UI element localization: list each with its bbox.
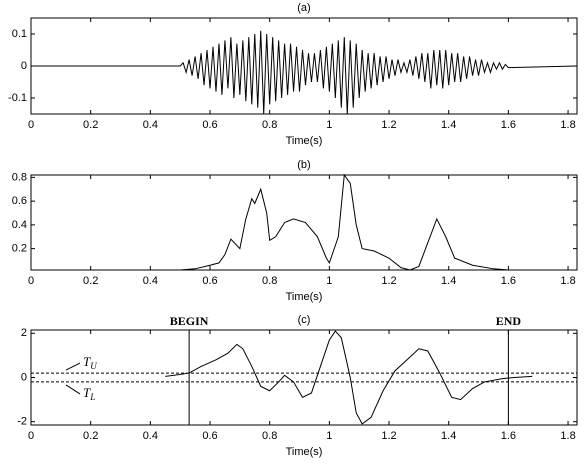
x-tick-label: 0.8: [262, 119, 277, 131]
x-tick-label: 1.4: [441, 119, 456, 131]
x-axis-label: Time(s): [286, 446, 323, 458]
threshold-arrow: [65, 384, 81, 395]
panel-title: (c): [298, 314, 311, 326]
x-tick-label: 1: [326, 430, 332, 442]
x-tick-label: 0.4: [143, 275, 158, 287]
threshold-subscript: U: [90, 361, 97, 371]
threshold-symbol: T: [83, 354, 91, 369]
data-line: [165, 330, 533, 425]
data-line: [31, 173, 569, 271]
y-tick-label: 0.8: [12, 171, 27, 183]
x-tick-label: 1.4: [441, 430, 456, 442]
x-tick-label: 0.2: [83, 119, 98, 131]
x-tick-label: 1.8: [560, 430, 575, 442]
panel-title: (b): [297, 159, 310, 171]
y-tick-label: 0.4: [12, 219, 27, 231]
x-tick-label: 0.8: [262, 275, 277, 287]
marker-label: BEGIN: [170, 314, 209, 328]
x-tick-label: 1.2: [381, 275, 396, 287]
y-tick-label: 0.2: [12, 243, 27, 255]
y-tick-label: 0: [21, 60, 27, 72]
x-tick-label: 0.6: [202, 275, 217, 287]
y-tick-label: -0.1: [8, 92, 27, 104]
y-tick-label: 0: [21, 371, 27, 383]
axes-box: [30, 174, 578, 271]
x-tick-label: 1.4: [441, 275, 456, 287]
x-tick-label: 0: [28, 119, 34, 131]
x-axis-label: Time(s): [286, 291, 323, 303]
y-tick-label: 0.1: [12, 28, 27, 40]
x-tick-label: 0.6: [202, 119, 217, 131]
threshold-label: TU: [83, 354, 97, 371]
x-tick-label: 1.8: [560, 119, 575, 131]
x-tick-label: 0.8: [262, 430, 277, 442]
data-line: [31, 30, 578, 115]
x-tick-label: 0.4: [143, 430, 158, 442]
x-tick-label: 0.4: [143, 119, 158, 131]
x-tick-label: 1.8: [560, 275, 575, 287]
x-tick-label: 0.6: [202, 430, 217, 442]
x-tick-label: 1.6: [501, 275, 516, 287]
axes-box: [30, 329, 578, 426]
threshold-label: TL: [83, 385, 95, 402]
x-tick-label: 1: [326, 275, 332, 287]
y-tick-label: 2: [21, 327, 27, 339]
y-tick-label: -2: [17, 416, 27, 428]
x-tick-label: 0: [28, 275, 34, 287]
x-tick-label: 0.2: [83, 430, 98, 442]
x-tick-label: 1.2: [381, 119, 396, 131]
panel-title: (a): [297, 2, 310, 14]
x-tick-label: 1: [326, 119, 332, 131]
y-tick-label: 0.6: [12, 195, 27, 207]
x-tick-label: 0.2: [83, 275, 98, 287]
x-tick-label: 1.6: [501, 430, 516, 442]
x-axis-label: Time(s): [286, 135, 323, 147]
x-tick-label: 1.6: [501, 119, 516, 131]
axes-box: [30, 17, 578, 115]
x-tick-label: 1.2: [381, 430, 396, 442]
x-tick-label: 0: [28, 430, 34, 442]
marker-label: END: [496, 314, 522, 328]
threshold-arrow: [65, 362, 81, 371]
threshold-symbol: T: [83, 385, 91, 400]
threshold-subscript: L: [89, 392, 95, 402]
